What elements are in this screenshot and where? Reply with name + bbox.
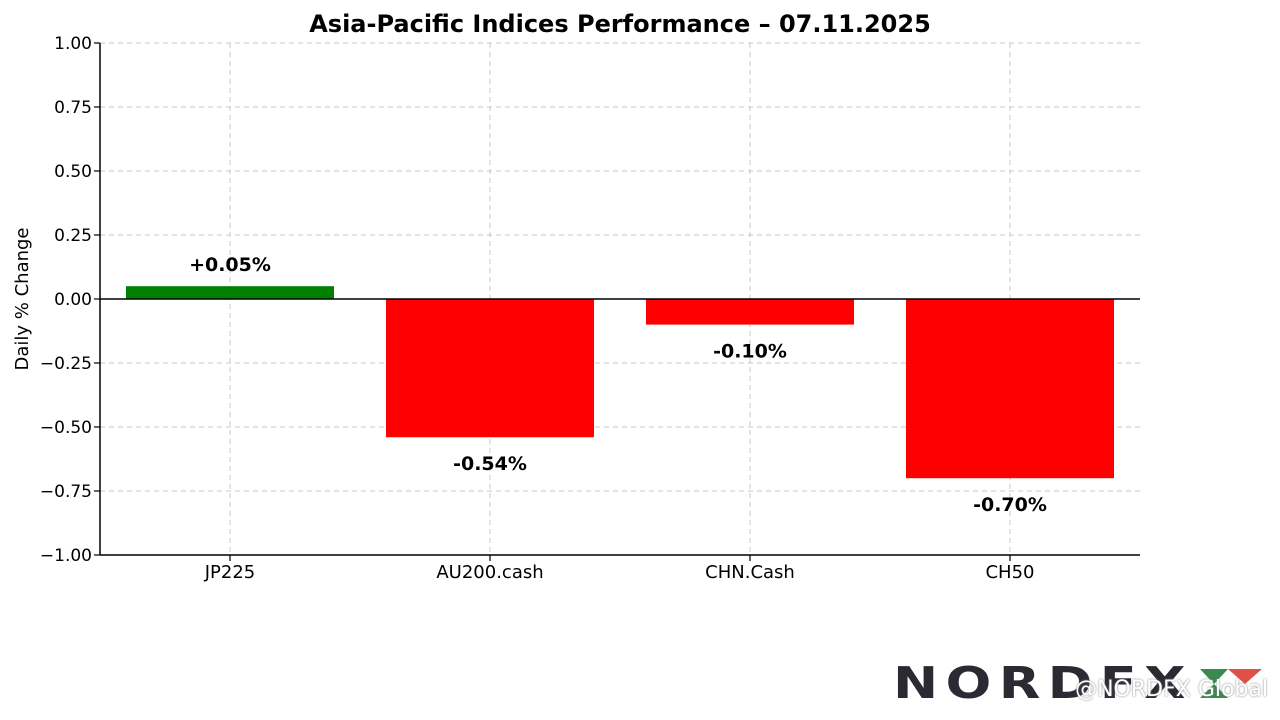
y-tick-label-5: −0.25 <box>40 354 92 374</box>
data-labels: +0.05% -0.54% -0.10% -0.70% <box>189 254 1047 516</box>
data-label-0: +0.05% <box>189 254 271 276</box>
y-tick-label-1: 0.75 <box>54 98 92 118</box>
chart-title: Asia-Pacific Indices Performance – 07.11… <box>309 10 931 38</box>
x-tick-label-2: CHN.Cash <box>705 562 795 583</box>
watermark-text: @NORDFX Global <box>1075 677 1268 702</box>
x-tick-label-0: JP225 <box>204 562 256 583</box>
y-tick-label-3: 0.25 <box>54 226 92 246</box>
logo-x-red-shape <box>1228 669 1262 684</box>
logo-wordmark: NORDFX <box>893 658 1193 709</box>
bar-ch50 <box>906 299 1114 479</box>
y-ticks: 1.00 0.75 0.50 0.25 0.00 −0.25 −0.50 −0.75 −1.00 <box>40 34 100 566</box>
nordfx-logo: NORDFX <box>893 658 1262 709</box>
bar-jp225 <box>126 286 334 299</box>
y-tick-label-7: −0.75 <box>40 482 92 502</box>
data-label-1: -0.54% <box>453 453 527 475</box>
bars <box>126 286 1114 479</box>
logo-x-green-shape <box>1200 669 1228 684</box>
x-tick-label-1: AU200.cash <box>436 562 543 583</box>
data-label-2: -0.10% <box>713 341 787 363</box>
x-tick-label-3: CH50 <box>985 562 1034 583</box>
y-tick-label-0: 1.00 <box>54 34 92 54</box>
x-ticks: JP225 AU200.cash CHN.Cash CH50 <box>204 555 1035 583</box>
logo-x-green-lower <box>1200 684 1228 698</box>
y-tick-label-6: −0.50 <box>40 418 92 438</box>
bar-au200-cash <box>386 299 594 438</box>
y-tick-label-4: 0.00 <box>54 290 92 310</box>
y-tick-label-8: −1.00 <box>40 546 92 566</box>
y-tick-label-2: 0.50 <box>54 162 92 182</box>
bar-chn-cash <box>646 299 854 325</box>
data-label-3: -0.70% <box>973 494 1047 516</box>
y-axis-label: Daily % Change <box>12 227 33 370</box>
